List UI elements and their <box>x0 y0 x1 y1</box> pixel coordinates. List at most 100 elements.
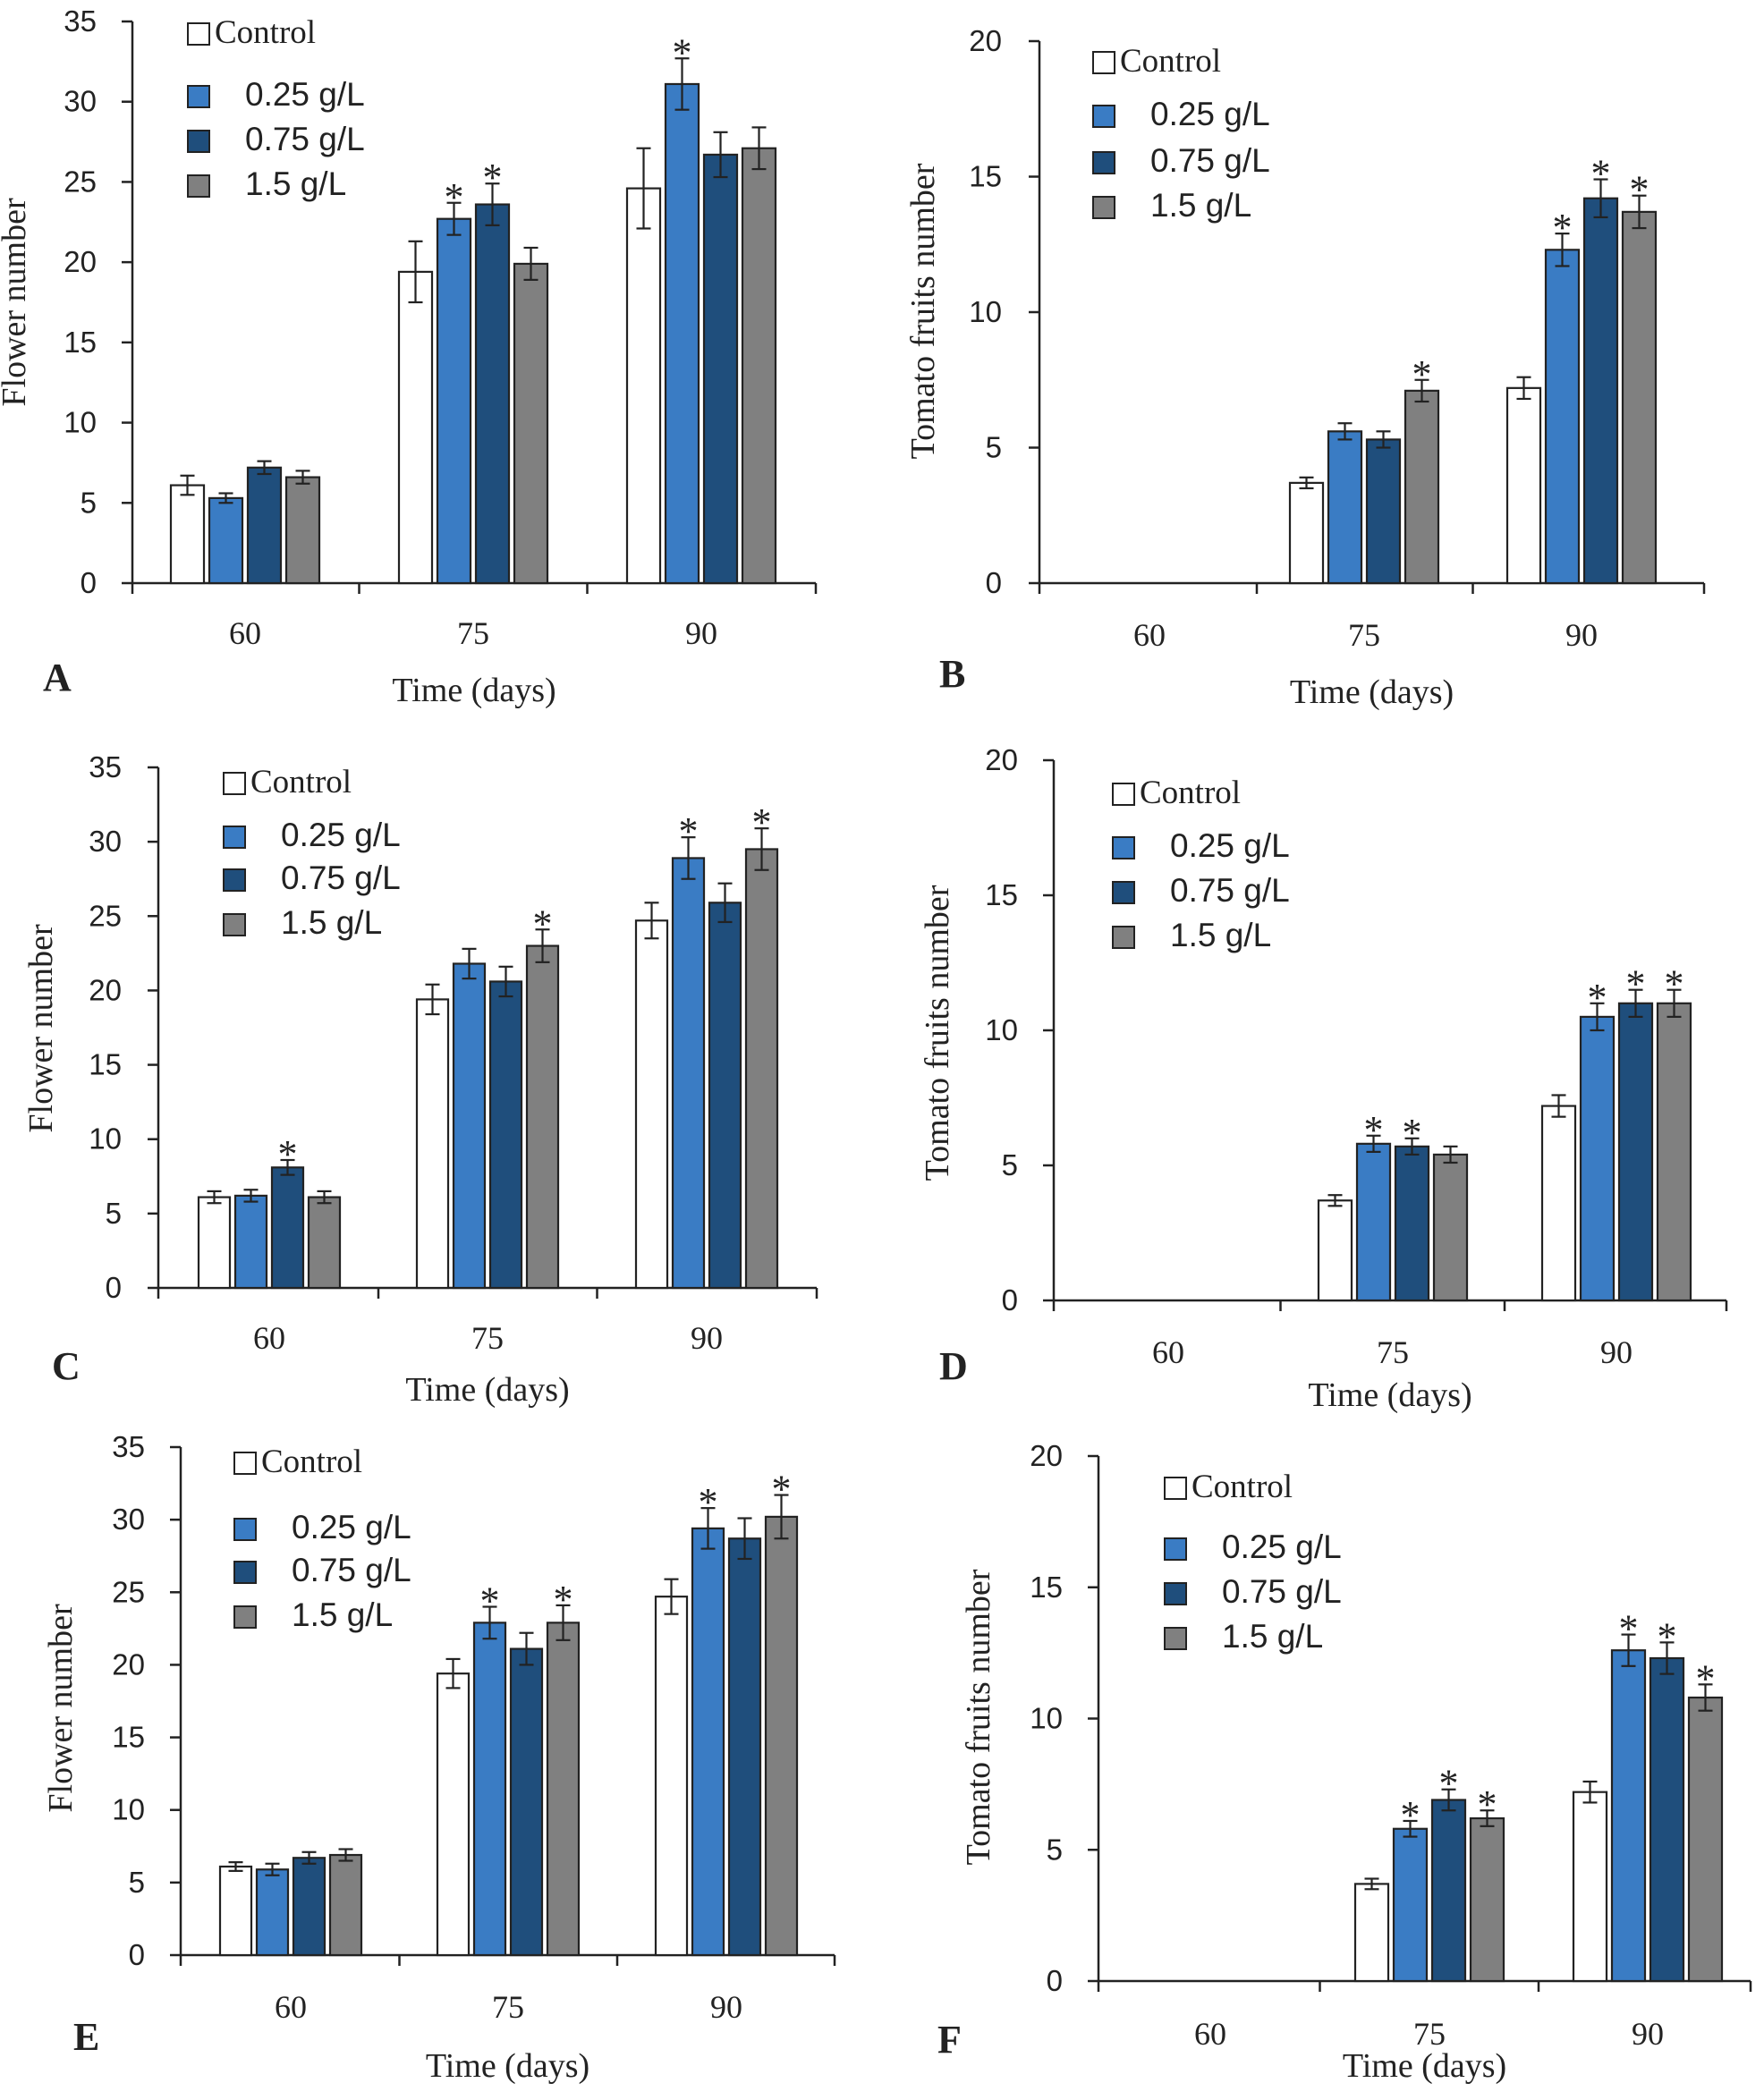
x-axis-title: Time (days) <box>1290 673 1454 711</box>
legend-label: 1.5 g/L <box>1170 917 1271 953</box>
legend-swatch <box>233 1518 257 1541</box>
y-tick-label: 20 <box>112 1647 145 1681</box>
bar-90-0-25-g-l <box>1610 1649 1647 1983</box>
significance-star: * <box>1401 1793 1421 1837</box>
bar-60-0-25-g-l <box>255 1868 290 1957</box>
bar-75-0-25-g-l <box>472 1622 507 1957</box>
bar-90-control <box>654 1596 689 1957</box>
y-tick-label: 30 <box>64 85 97 118</box>
legend-swatch <box>233 1452 257 1475</box>
bar-60-control <box>218 1865 253 1957</box>
y-axis-title: Tomato fruits number <box>960 1569 997 1865</box>
significance-star: * <box>1403 1111 1422 1155</box>
x-tick-label: 90 <box>685 615 717 651</box>
bar-75-1-5-g-l <box>1469 1816 1505 1983</box>
bar-75-control <box>415 998 450 1290</box>
legend-label: 1.5 g/L <box>281 904 382 941</box>
x-axis-title: Time (days) <box>392 672 555 709</box>
legend-label: 0.25 g/L <box>281 817 401 853</box>
y-tick-label: 0 <box>81 566 97 599</box>
y-tick-label: 30 <box>89 825 122 858</box>
bar-75-control <box>436 1672 471 1957</box>
significance-star: * <box>1412 352 1432 396</box>
x-tick-label: 60 <box>1194 2016 1226 2052</box>
bar-90-1-5-g-l <box>764 1515 799 1957</box>
legend-label: 0.25 g/L <box>1222 1528 1342 1565</box>
bar-90-control <box>634 919 669 1290</box>
bar-75-control <box>397 270 434 585</box>
legend-label: 0.75 g/L <box>1150 142 1270 179</box>
bar-90-0-25-g-l <box>691 1527 725 1957</box>
y-tick-label: 25 <box>112 1575 145 1608</box>
legend-swatch <box>1164 1537 1187 1561</box>
bar-75-0-25-g-l <box>1355 1142 1392 1302</box>
x-tick-label: 60 <box>229 615 261 651</box>
bar-60-1-5-g-l <box>307 1196 342 1290</box>
legend-label: Control <box>261 1444 362 1480</box>
y-tick-label: 10 <box>1030 1702 1063 1735</box>
significance-star: * <box>480 1579 500 1623</box>
legend-swatch <box>1164 1582 1187 1605</box>
legend-label: 1.5 g/L <box>245 165 346 202</box>
legend-label: 1.5 g/L <box>292 1596 393 1633</box>
x-tick-label: 75 <box>1348 617 1380 653</box>
bar-90-0-75-g-l <box>1582 197 1619 585</box>
significance-star: * <box>1696 1656 1716 1700</box>
legend-label: 0.75 g/L <box>292 1552 411 1588</box>
legend-swatch <box>1112 926 1135 949</box>
legend-swatch <box>1092 51 1115 74</box>
y-tick-label: 0 <box>1047 1964 1063 1997</box>
panel-letter: B <box>939 652 965 696</box>
bar-90-1-5-g-l <box>1687 1696 1724 1983</box>
legend-swatch <box>223 772 246 795</box>
significance-star: * <box>673 30 692 74</box>
bar-90-0-75-g-l <box>1649 1656 1685 1983</box>
bar-75-control <box>1288 481 1325 585</box>
legend-swatch <box>1164 1477 1187 1500</box>
x-tick-label: 90 <box>1632 2016 1664 2052</box>
legend-label: 0.75 g/L <box>281 859 401 896</box>
significance-star: * <box>1658 1614 1677 1658</box>
bar-60-0-75-g-l <box>270 1166 305 1290</box>
legend-swatch <box>223 826 246 849</box>
significance-star: * <box>1478 1782 1497 1826</box>
bar-90-control <box>1572 1791 1608 1983</box>
bar-60-control <box>169 484 206 585</box>
y-tick-label: 5 <box>81 486 97 519</box>
legend-swatch <box>1164 1627 1187 1650</box>
bar-90-0-75-g-l <box>1617 1002 1654 1302</box>
x-axis-title: Time (days) <box>1343 2047 1506 2085</box>
significance-star: * <box>1364 1108 1384 1152</box>
significance-star: * <box>679 809 699 853</box>
legend-label: Control <box>1140 775 1241 811</box>
bar-75-control <box>1317 1199 1353 1302</box>
bar-75-control <box>1353 1883 1390 1983</box>
legend-label: Control <box>250 764 352 800</box>
panel-b: 0 5 10 15 20 60 75 90 * * * * Control 0.25 g/L 0.75 g/… <box>904 24 1706 711</box>
y-tick-label: 20 <box>985 743 1018 776</box>
y-tick-label: 5 <box>1047 1833 1063 1866</box>
y-tick-label: 10 <box>112 1793 145 1826</box>
legend-swatch <box>187 85 210 108</box>
bar-75-0-25-g-l <box>452 962 487 1290</box>
y-tick-label: 5 <box>986 431 1002 464</box>
x-tick-label: 60 <box>1152 1334 1184 1370</box>
y-tick-label: 5 <box>1002 1148 1018 1181</box>
legend-swatch <box>223 913 246 936</box>
bar-90-control <box>1505 386 1542 585</box>
significance-star: * <box>1619 1607 1639 1651</box>
significance-star: * <box>445 175 464 219</box>
panel-letter: F <box>937 2018 962 2062</box>
y-tick-label: 20 <box>1030 1439 1063 1472</box>
significance-star: * <box>1591 152 1611 196</box>
y-tick-label: 0 <box>986 566 1002 599</box>
bar-90-0-25-g-l <box>664 82 700 585</box>
y-tick-label: 10 <box>969 295 1002 328</box>
y-tick-label: 10 <box>64 406 97 439</box>
x-tick-label: 75 <box>457 615 489 651</box>
y-tick-label: 20 <box>89 973 122 1006</box>
bar-90-1-5-g-l <box>1621 210 1658 585</box>
bar-60-0-25-g-l <box>208 496 244 585</box>
significance-star: * <box>1553 206 1573 250</box>
panel-letter: C <box>52 1344 81 1388</box>
